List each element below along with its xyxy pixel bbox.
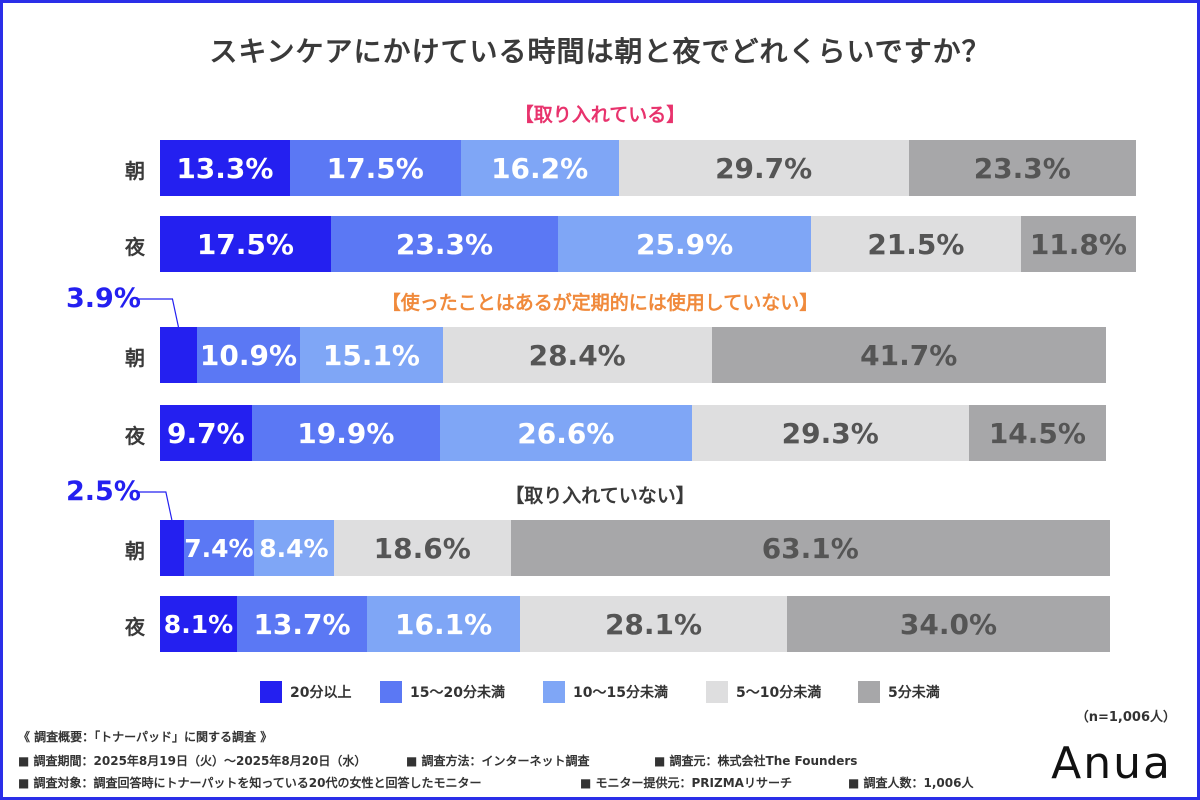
legend-swatch — [260, 681, 282, 703]
data-label: 28.4% — [528, 338, 626, 372]
bar-segment-3-1-4: 18.6% — [333, 520, 511, 576]
bar-segment-3-2-4: 28.1% — [520, 596, 787, 652]
data-label: 7.4% — [184, 533, 254, 563]
legend-label: 15〜20分未満 — [410, 685, 505, 701]
row-label-2-1: 朝 — [125, 346, 145, 370]
data-label: 23.3% — [395, 227, 494, 261]
legend-item-3: 10〜15分未満 — [543, 681, 668, 703]
bar-segment-2-2-4: 29.3% — [691, 405, 969, 461]
bar-segment-1-2-1: 17.5% — [160, 216, 331, 272]
leader-line-3-1 — [136, 491, 173, 521]
row-label-1-1: 朝 — [125, 159, 145, 183]
data-label: 8.1% — [163, 609, 234, 639]
data-label: 41.7% — [860, 338, 958, 372]
bar-segment-1-2-5: 11.8% — [1020, 216, 1136, 272]
bar-segment-1-2-4: 21.5% — [810, 216, 1021, 272]
bar-segment-2-1-2: 10.9% — [196, 327, 300, 383]
data-label: 29.3% — [781, 416, 879, 450]
data-label: 21.5% — [867, 227, 965, 261]
bar-segment-2-2-3: 26.6% — [440, 405, 692, 461]
bar-segment-3-1-1 — [160, 520, 184, 576]
legend-label: 5分未満 — [888, 685, 940, 701]
survey-method: ■ 調査方法：インターネット調査 — [406, 754, 590, 768]
data-label: 23.3% — [973, 151, 1071, 185]
bar-segment-3-1-5: 63.1% — [510, 520, 1110, 576]
bar-segment-3-1-2: 7.4% — [183, 520, 255, 576]
monitor-provider: ■ モニター提供元：PRIZMAリサーチ — [580, 776, 792, 790]
row-label-3-2: 夜 — [125, 615, 145, 639]
bar-segment-3-1-3: 8.4% — [254, 520, 334, 576]
data-label: 16.2% — [491, 151, 589, 185]
bar-segment-1-1-4: 29.7% — [618, 140, 909, 196]
bar-segment-1-1-1: 13.3% — [160, 140, 290, 196]
data-label: 14.5% — [988, 416, 1086, 450]
data-label: 13.3% — [176, 151, 274, 185]
bar-segment-1-1-3: 16.2% — [460, 140, 619, 196]
row-label-2-2: 夜 — [125, 424, 145, 448]
bar-segment-2-1-4: 28.4% — [442, 327, 712, 383]
bar-segment-3-2-3: 16.1% — [367, 596, 521, 652]
legend-label: 10〜15分未満 — [573, 685, 668, 701]
section-label-3: 【取り入れていない】 — [505, 485, 695, 507]
bar-segment-2-2-5: 14.5% — [968, 405, 1106, 461]
data-label: 29.7% — [715, 151, 813, 185]
data-label-callout-2-1: 3.9% — [66, 283, 141, 314]
data-label: 8.4% — [259, 533, 329, 563]
anua-logo: Anua — [1051, 738, 1172, 789]
legend-swatch — [380, 681, 402, 703]
bar-segment-3-2-2: 13.7% — [236, 596, 368, 652]
bar-segment-1-2-2: 23.3% — [330, 216, 559, 272]
data-label: 25.9% — [636, 227, 734, 261]
survey-count: ■ 調査人数：1,006人 — [848, 776, 974, 790]
legend-item-1: 20分以上 — [260, 681, 351, 703]
data-label: 17.5% — [326, 151, 424, 185]
survey-period: ■ 調査期間：2025年8月19日（火）〜2025年8月20日（水） — [18, 754, 367, 768]
bar-segment-1-1-2: 17.5% — [289, 140, 461, 196]
bar-segment-2-1-1 — [160, 327, 197, 383]
bar-segment-1-2-3: 25.9% — [558, 216, 811, 272]
survey-overview-heading: 《 調査概要：「トナーパッド」に関する調査 》 — [18, 730, 273, 744]
data-label: 18.6% — [373, 531, 471, 565]
bar-segment-2-1-5: 41.7% — [711, 327, 1106, 383]
chart-title: スキンケアにかけている時間は朝と夜でどれくらいですか？ — [209, 35, 991, 68]
data-label: 13.7% — [253, 607, 351, 641]
data-label: 63.1% — [761, 531, 859, 565]
bar-segment-3-2-5: 34.0% — [787, 596, 1110, 652]
legend-item-5: 5分未満 — [858, 681, 940, 703]
data-label: 9.7% — [167, 416, 245, 450]
data-label: 16.1% — [394, 607, 493, 641]
data-label: 11.8% — [1029, 227, 1127, 261]
data-label: 34.0% — [899, 607, 998, 641]
legend-label: 5〜10分未満 — [736, 685, 822, 701]
data-label: 28.1% — [604, 607, 703, 641]
section-label-2: 【使ったことはあるが定期的には使用していない】 — [381, 292, 819, 314]
data-label: 19.9% — [297, 416, 395, 450]
survey-target: ■ 調査対象：調査回答時にトナーパットを知っている20代の女性と回答したモニター — [18, 776, 482, 790]
data-label: 26.6% — [517, 416, 615, 450]
sample-size: （n=1,006人） — [1075, 710, 1176, 725]
data-label-callout-3-1: 2.5% — [66, 476, 141, 507]
bar-segment-2-1-3: 15.1% — [300, 327, 443, 383]
row-label-1-2: 夜 — [125, 235, 145, 259]
section-label-1: 【取り入れている】 — [514, 104, 686, 126]
bar-segment-1-1-5: 23.3% — [908, 140, 1136, 196]
bar-segment-3-2-1: 8.1% — [160, 596, 237, 652]
leader-line-2-1 — [136, 298, 180, 328]
legend-swatch — [858, 681, 880, 703]
survey-source: ■ 調査元：株式会社The Founders — [654, 754, 858, 768]
legend-swatch — [543, 681, 565, 703]
bar-segment-2-2-1: 9.7% — [160, 405, 252, 461]
legend-swatch — [706, 681, 728, 703]
legend-label: 20分以上 — [290, 685, 352, 701]
bar-segment-2-2-2: 19.9% — [251, 405, 440, 461]
data-label: 10.9% — [199, 338, 298, 372]
legend-item-2: 15〜20分未満 — [380, 681, 505, 703]
row-label-3-1: 朝 — [125, 539, 145, 563]
data-label: 17.5% — [196, 227, 294, 261]
data-label: 15.1% — [322, 338, 420, 372]
legend-item-4: 5〜10分未満 — [706, 681, 821, 703]
